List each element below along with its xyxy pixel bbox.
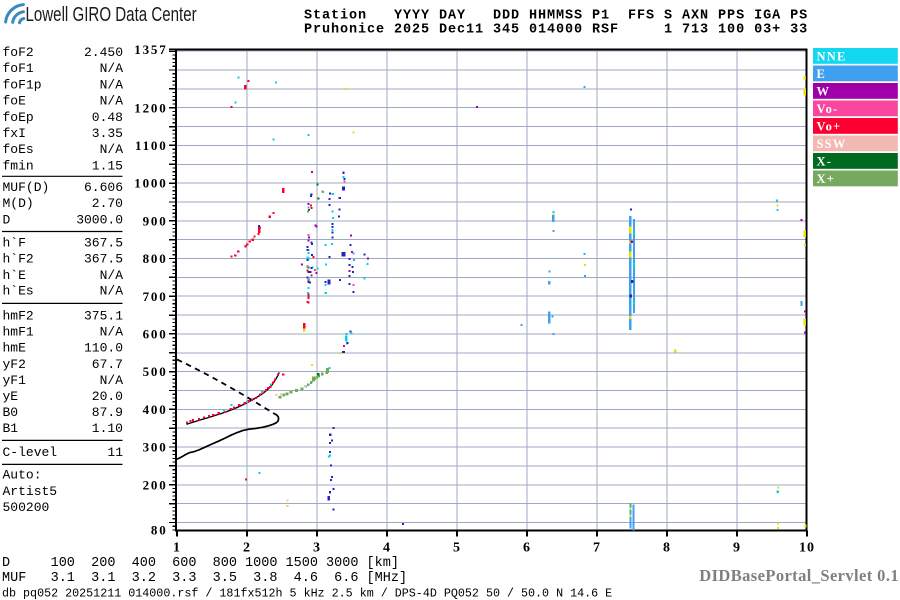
svg-text:N/A: N/A bbox=[100, 373, 124, 388]
svg-text:6.606: 6.606 bbox=[84, 180, 123, 195]
svg-text:DIDBasePortal_Servlet 0.1: DIDBasePortal_Servlet 0.1 bbox=[699, 566, 899, 585]
svg-text:foEp: foEp bbox=[3, 110, 34, 125]
svg-text:2.450: 2.450 bbox=[84, 45, 123, 60]
svg-text:300: 300 bbox=[143, 440, 168, 455]
svg-text:800: 800 bbox=[143, 251, 168, 266]
svg-text:110.0: 110.0 bbox=[84, 341, 123, 356]
svg-text:10: 10 bbox=[799, 541, 815, 556]
svg-text:Artist5: Artist5 bbox=[3, 484, 58, 499]
svg-text:Vo+: Vo+ bbox=[817, 119, 842, 133]
svg-text:1.10: 1.10 bbox=[92, 421, 123, 436]
svg-text:D: D bbox=[3, 212, 11, 227]
svg-text:367.5: 367.5 bbox=[84, 252, 123, 267]
svg-text:7: 7 bbox=[593, 541, 601, 556]
svg-text:M(D): M(D) bbox=[3, 196, 34, 211]
svg-text:B0: B0 bbox=[3, 405, 19, 420]
svg-text:N/A: N/A bbox=[100, 325, 124, 340]
svg-text:1.15: 1.15 bbox=[92, 158, 123, 173]
svg-text:900: 900 bbox=[143, 213, 168, 228]
svg-text:foF1p: foF1p bbox=[3, 77, 42, 92]
svg-text:9: 9 bbox=[733, 541, 741, 556]
svg-text:h`F2: h`F2 bbox=[3, 252, 34, 267]
svg-text:hmF2: hmF2 bbox=[3, 308, 34, 323]
svg-text:Station YYYY DAY DDD HHMMS: Station YYYY DAY DDD HHMMSS P1 FFS S AXN… bbox=[304, 8, 808, 23]
svg-text:E: E bbox=[817, 67, 827, 81]
svg-text:700: 700 bbox=[143, 289, 168, 304]
svg-text:0.48: 0.48 bbox=[92, 110, 123, 125]
svg-text:400: 400 bbox=[143, 402, 168, 417]
svg-text:db pq052 20251211 014000.rsf /: db pq052 20251211 014000.rsf / 181fx512h… bbox=[2, 586, 612, 600]
svg-text:yF1: yF1 bbox=[3, 373, 27, 388]
svg-text:SSW: SSW bbox=[817, 137, 847, 151]
svg-text:2: 2 bbox=[243, 541, 251, 556]
svg-text:X-: X- bbox=[817, 154, 833, 168]
svg-text:375.1: 375.1 bbox=[84, 308, 123, 323]
svg-text:3: 3 bbox=[313, 541, 321, 556]
svg-text:1357: 1357 bbox=[134, 42, 167, 57]
svg-text:fmin: fmin bbox=[3, 158, 34, 173]
svg-text:5: 5 bbox=[453, 541, 461, 556]
svg-text:foE: foE bbox=[3, 94, 27, 109]
svg-text:Lowell GIRO Data Center: Lowell GIRO Data Center bbox=[26, 3, 197, 26]
svg-text:yE: yE bbox=[3, 389, 19, 404]
svg-text:N/A: N/A bbox=[100, 268, 124, 283]
svg-text:h`E: h`E bbox=[3, 268, 27, 283]
svg-text:MUF(D): MUF(D) bbox=[3, 180, 50, 195]
svg-text:X+: X+ bbox=[817, 172, 836, 186]
svg-text:2.70: 2.70 bbox=[92, 196, 123, 211]
svg-text:W: W bbox=[817, 84, 831, 98]
svg-text:4: 4 bbox=[383, 541, 391, 556]
svg-text:Auto:: Auto: bbox=[3, 467, 42, 482]
svg-text:20.0: 20.0 bbox=[92, 389, 123, 404]
svg-text:N/A: N/A bbox=[100, 77, 124, 92]
svg-text:11: 11 bbox=[107, 445, 123, 460]
svg-text:Vo-: Vo- bbox=[817, 102, 839, 116]
svg-text:D 100 200 400 600 800: D 100 200 400 600 800 1000 1500 3000 [km… bbox=[2, 556, 399, 571]
svg-text:yF2: yF2 bbox=[3, 357, 26, 372]
svg-text:N/A: N/A bbox=[100, 284, 124, 299]
svg-text:8: 8 bbox=[663, 541, 671, 556]
svg-text:h`F: h`F bbox=[3, 236, 26, 251]
svg-text:3.35: 3.35 bbox=[92, 126, 123, 141]
svg-text:200: 200 bbox=[143, 477, 168, 492]
svg-text:B1: B1 bbox=[3, 421, 19, 436]
svg-text:C-level: C-level bbox=[3, 445, 58, 460]
svg-text:1200: 1200 bbox=[134, 100, 167, 115]
svg-text:fxI: fxI bbox=[3, 126, 26, 141]
svg-text:N/A: N/A bbox=[100, 94, 124, 109]
svg-text:Pruhonice 2025 Dec11 345 01400: Pruhonice 2025 Dec11 345 014000 RSF 1 71… bbox=[304, 22, 808, 37]
svg-text:500200: 500200 bbox=[3, 500, 50, 515]
svg-text:87.9: 87.9 bbox=[92, 405, 123, 420]
svg-text:6: 6 bbox=[523, 541, 531, 556]
svg-text:hmE: hmE bbox=[3, 341, 27, 356]
svg-text:367.5: 367.5 bbox=[84, 236, 123, 251]
svg-text:hmF1: hmF1 bbox=[3, 325, 34, 340]
svg-text:1100: 1100 bbox=[135, 138, 167, 153]
svg-text:foF1: foF1 bbox=[3, 61, 34, 76]
svg-text:h`Es: h`Es bbox=[3, 284, 34, 299]
svg-text:3000.0: 3000.0 bbox=[76, 212, 123, 227]
svg-text:foEs: foEs bbox=[3, 142, 34, 157]
svg-text:600: 600 bbox=[143, 327, 168, 342]
svg-text:MUF 3.1 3.1 3.2 3.3 3.5: MUF 3.1 3.1 3.2 3.3 3.5 3.8 4.6 6.6 [MHz… bbox=[2, 571, 407, 586]
svg-text:500: 500 bbox=[143, 364, 168, 379]
svg-text:67.7: 67.7 bbox=[92, 357, 123, 372]
svg-text:NNE: NNE bbox=[817, 49, 847, 63]
svg-text:1: 1 bbox=[173, 541, 181, 556]
svg-text:N/A: N/A bbox=[100, 142, 124, 157]
svg-text:1000: 1000 bbox=[134, 176, 167, 191]
svg-text:80: 80 bbox=[151, 523, 168, 538]
svg-text:N/A: N/A bbox=[100, 61, 124, 76]
svg-text:foF2: foF2 bbox=[3, 45, 34, 60]
